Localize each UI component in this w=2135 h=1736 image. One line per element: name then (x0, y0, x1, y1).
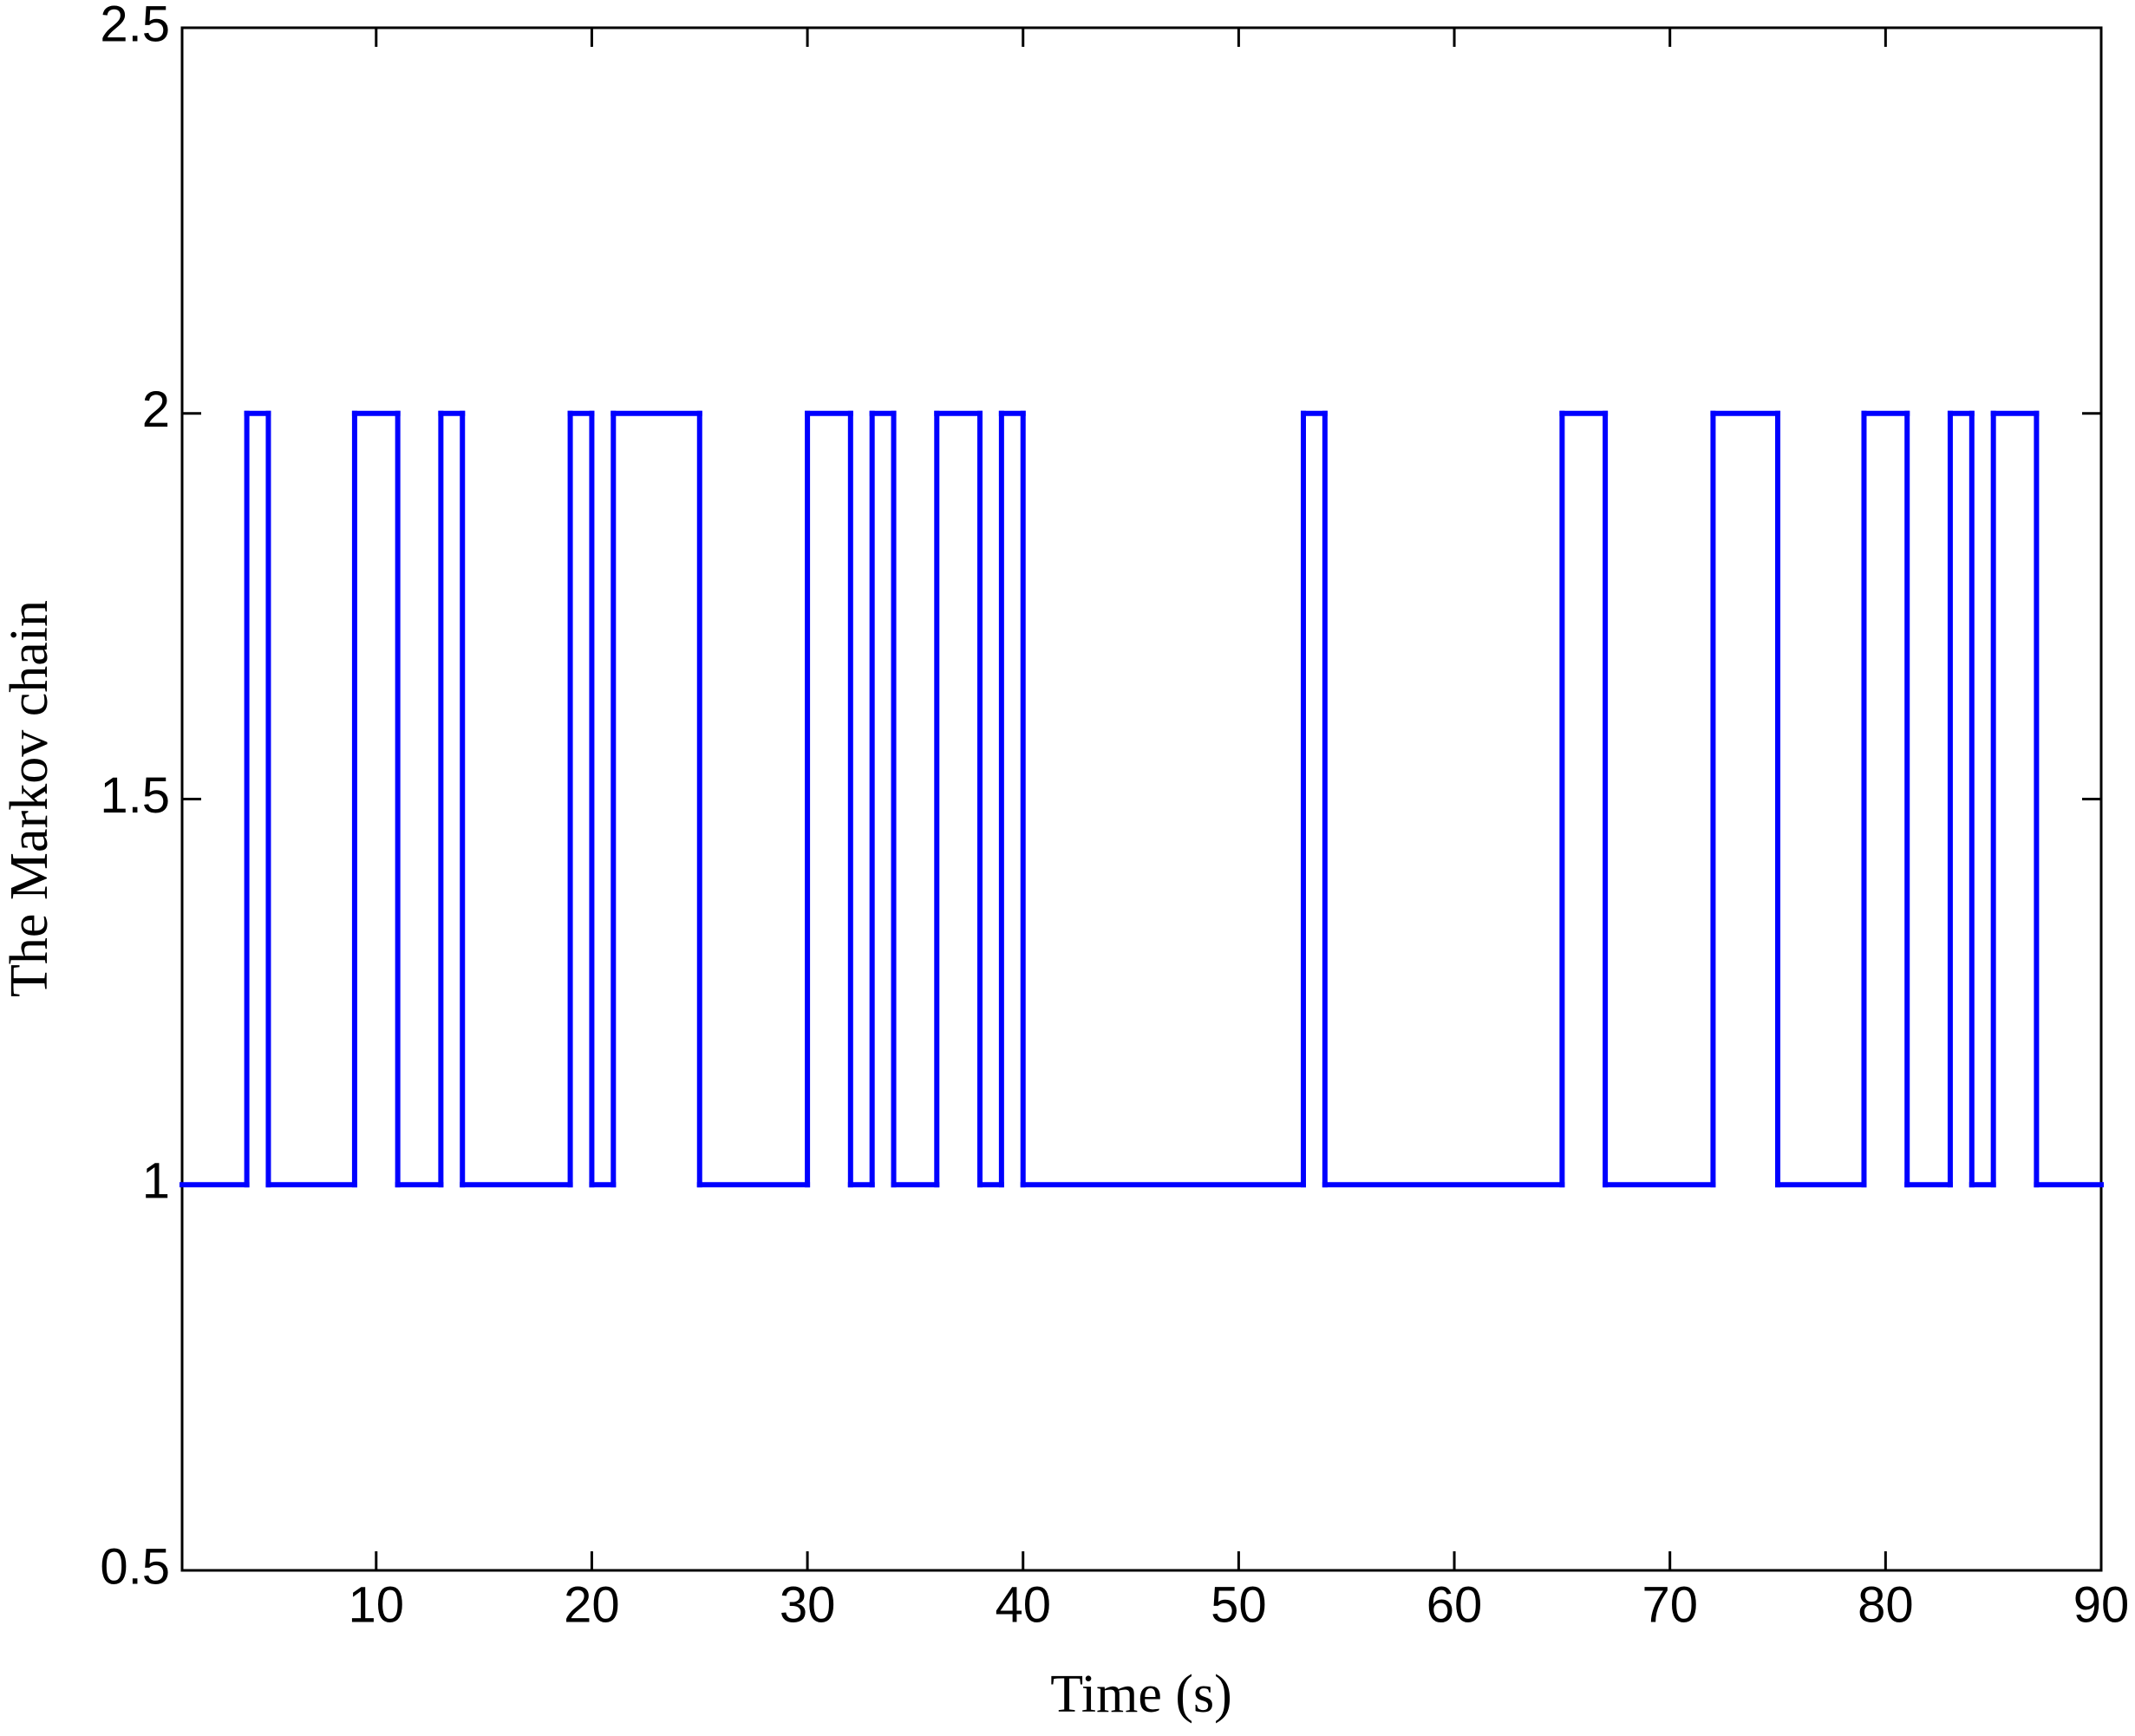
x-tick-label: 30 (780, 1576, 836, 1633)
y-tick-label: 0.5 (100, 1538, 170, 1595)
axes-box (180, 26, 2103, 1572)
x-tick-label: 60 (1427, 1576, 1483, 1633)
x-tick-label: 80 (1858, 1576, 1914, 1633)
x-axis-label: Time (s) (1050, 1665, 1232, 1724)
x-tick-label: 10 (349, 1576, 405, 1633)
x-tick-label: 40 (995, 1576, 1051, 1633)
y-tick-label: 2.5 (100, 0, 170, 52)
x-tick-label: 20 (564, 1576, 620, 1633)
y-tick-label: 1.5 (100, 767, 170, 824)
x-tick-label: 70 (1642, 1576, 1698, 1633)
y-tick-label: 2 (142, 382, 170, 438)
y-axis-label: The Markov chain (0, 600, 59, 997)
x-tick-label: 90 (2073, 1576, 2130, 1633)
x-tick-label: 50 (1211, 1576, 1267, 1633)
y-tick-label: 1 (142, 1153, 170, 1210)
